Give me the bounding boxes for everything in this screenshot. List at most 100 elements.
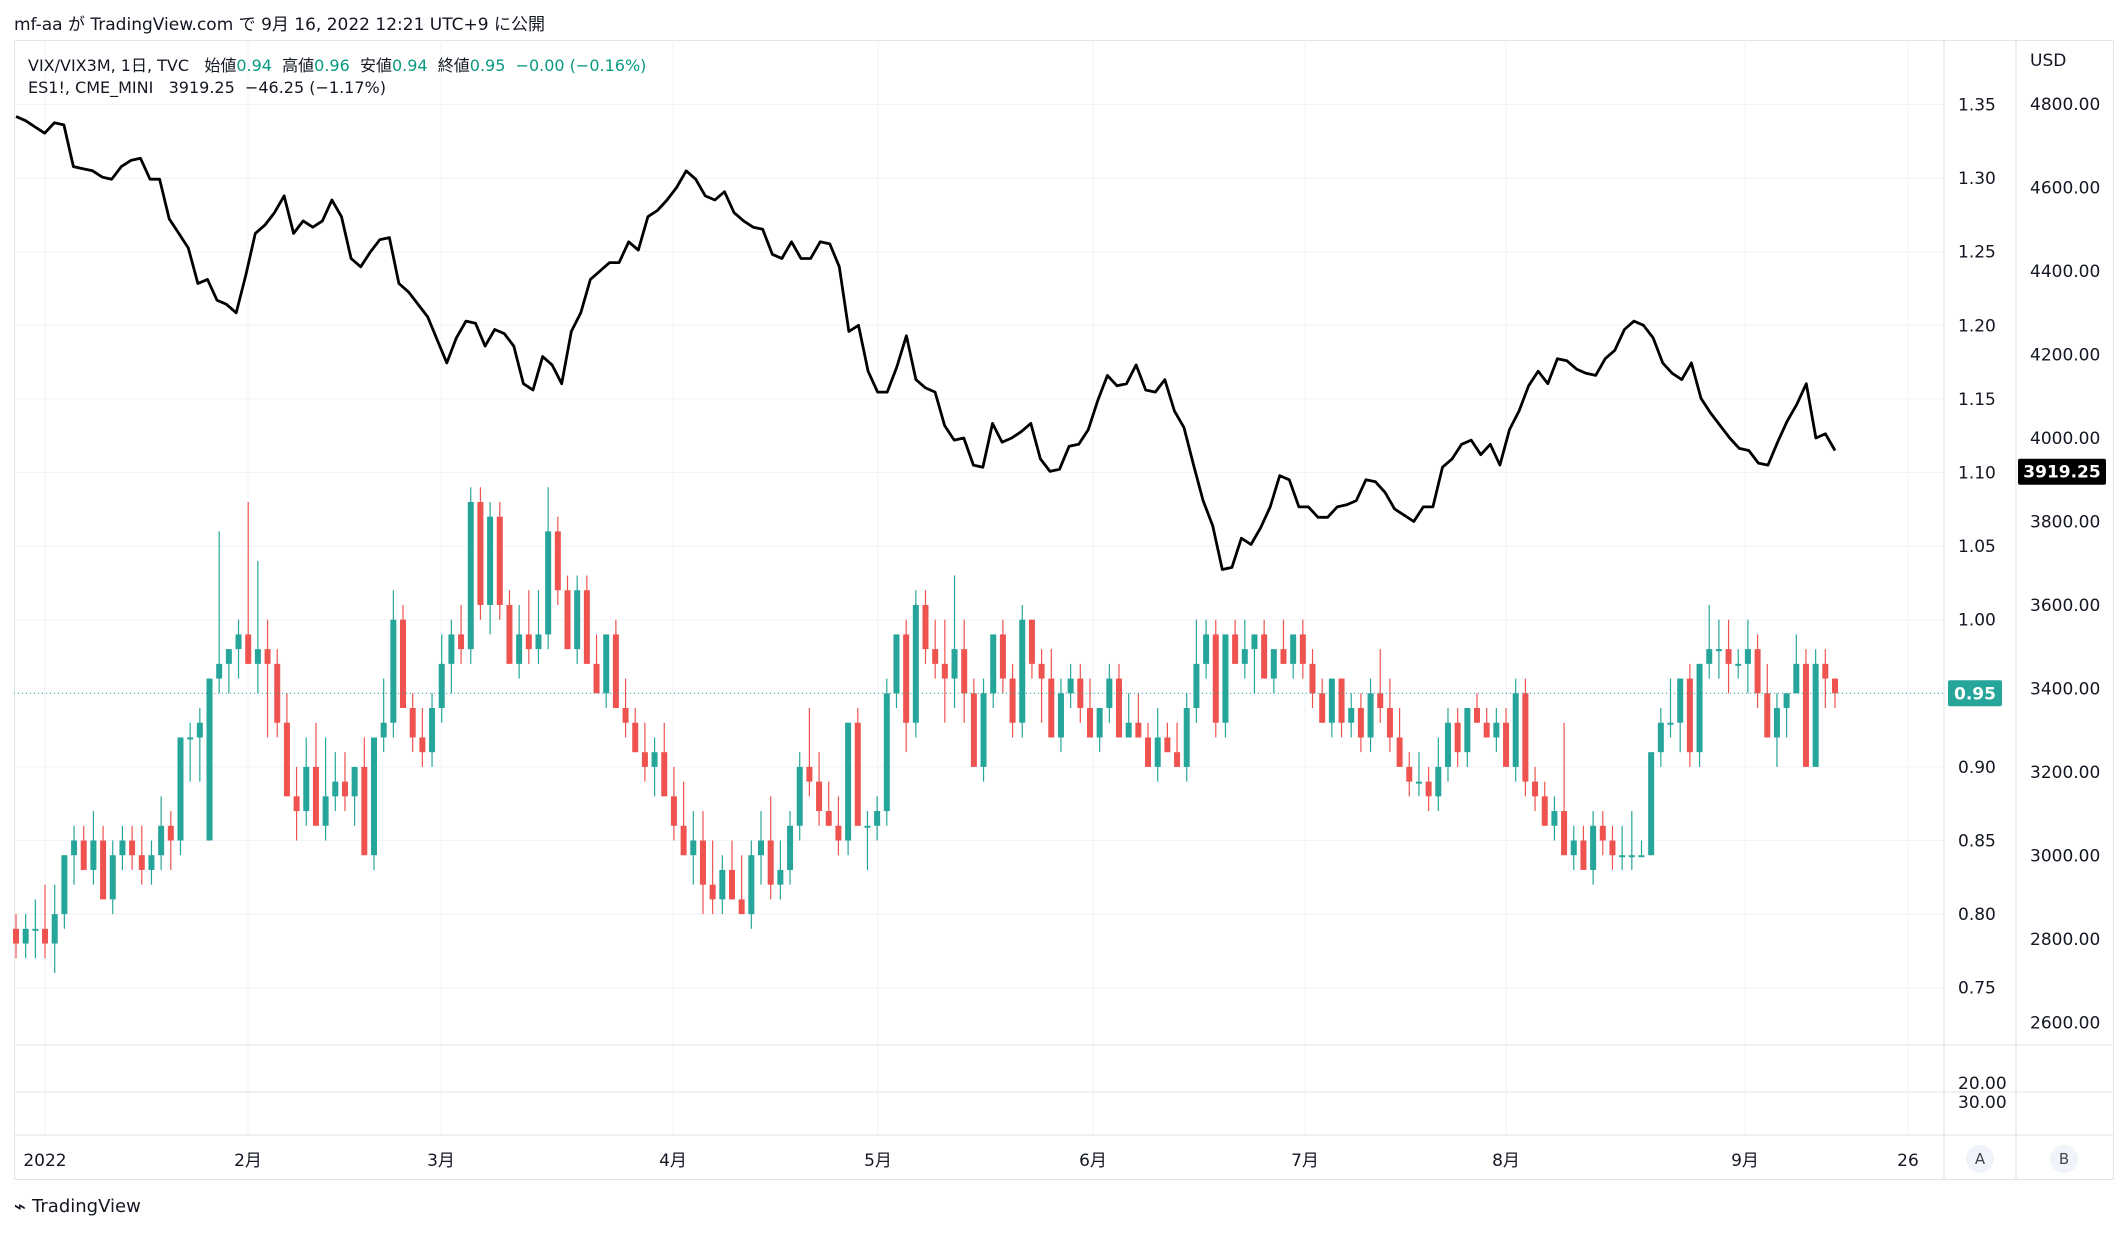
candle-body [951,649,958,679]
candle-body [293,796,300,812]
candle-body [1203,634,1210,664]
candle-body [1319,693,1326,723]
candle-body [1135,722,1142,738]
candle-body [1580,840,1587,870]
tradingview-logo-icon: ⌁ [14,1194,27,1218]
candle-body [1735,663,1742,666]
candle-body [42,928,49,944]
lower-pane-label: 20.00 [1958,1074,2007,1094]
ratio-price-tag [1948,680,2002,707]
lower-pane-label: 30.00 [1958,1093,2007,1113]
usd-tick-label: 4000.00 [2030,429,2100,449]
candle-body [1019,619,1026,723]
candle-body [651,752,658,767]
candle-body [1648,752,1655,856]
time-tick-label: 3月 [427,1151,455,1171]
es-line-series [14,115,1944,694]
candle-body [670,796,677,826]
tradingview-brand-text: TradingView [32,1195,141,1217]
ratio-price-tag-text: 0.95 [1954,684,1996,704]
candle-body [1725,649,1732,664]
usd-tick-label: 2600.00 [2030,1014,2100,1034]
time-tick-label: 4月 [659,1151,687,1171]
candle-body [1232,634,1239,664]
candle-body [854,722,861,826]
candle-body [206,678,213,841]
candle-body [71,840,78,856]
candle-body [370,737,377,856]
candle-body [1696,663,1703,753]
candle-body [748,855,755,915]
time-tick-label: 6月 [1079,1151,1107,1171]
candle-body [1357,708,1364,738]
ratio-tick-label: 1.10 [1958,464,1996,484]
candle-body [1212,634,1219,723]
candle-body [1067,678,1074,694]
candle-body [1096,708,1103,738]
candle-body [235,634,242,650]
candle-body [109,855,116,900]
candle-body [167,825,174,841]
usd-tick-label: 4600.00 [2030,179,2100,199]
candle-body [1145,737,1152,767]
candle-body [1222,634,1229,723]
candle-body [1125,722,1132,738]
chart-frame[interactable] [14,40,2114,1180]
legend-close-value: 0.95 [469,56,506,75]
candle-body [1280,649,1287,664]
legend-overlay: ES1!, CME_MINI 3919.25 −46.25 (−1.17%) [28,78,386,97]
candle-body [1444,722,1451,767]
publish-header: mf-aa が TradingView.com で 9月 16, 2022 12… [14,15,545,35]
candle-body [429,708,436,753]
legend-main: VIX/VIX3M, 1日, TVC 始値0.94 高値0.96 安値0.94 … [28,52,646,76]
candle-body [641,752,648,767]
candle-body [274,663,281,723]
candle-body [1822,663,1829,679]
ratio-tick-label: 1.30 [1958,169,1996,189]
candle-body [535,634,542,650]
time-tick-label: 5月 [864,1151,892,1171]
ratio-tick-label: 0.85 [1958,832,1996,852]
scale-log-button[interactable]: B [2050,1145,2078,1173]
candle-body [961,649,968,694]
candle-body [1290,634,1297,664]
legend-overlay-last: 3919.25 [168,78,235,97]
legend-open-label: 始値 [204,56,237,75]
candle-body [409,708,416,738]
candle-body [825,811,832,826]
candle-body [719,869,726,900]
candle-body [1773,708,1780,738]
candle-body [448,634,455,664]
candle-body [1706,649,1713,664]
candle-body [661,752,668,797]
candle-body [458,634,465,650]
candle-body [574,590,581,650]
candle-body [1638,855,1645,858]
legend-overlay-symbol: ES1!, CME_MINI [28,78,154,97]
time-tick-label: 8月 [1492,1151,1520,1171]
candle-body [158,825,165,856]
candle-body [61,855,68,915]
candle-body [1493,722,1500,738]
candle-body [380,722,387,738]
scale-auto-button[interactable]: A [1966,1145,1994,1173]
candle-body [680,825,687,856]
usd-tick-label: 3400.00 [2030,680,2100,700]
candle-body [690,840,697,856]
usd-tick-label: 3800.00 [2030,513,2100,533]
candle-body [603,634,610,694]
candle-body [1522,693,1529,782]
candle-body [903,634,910,723]
candle-body [970,693,977,767]
candle-body [922,604,929,650]
candle-body [1309,663,1316,694]
ratio-tick-label: 1.05 [1958,537,1996,557]
es-price-tag-text: 3919.25 [2023,463,2100,483]
candle-body [1483,722,1490,738]
candle-body [1764,693,1771,738]
candle-body [816,781,823,812]
tradingview-logo: ⌁ TradingView [14,1194,141,1218]
candle-body [806,766,813,782]
candle-body [1832,678,1838,694]
